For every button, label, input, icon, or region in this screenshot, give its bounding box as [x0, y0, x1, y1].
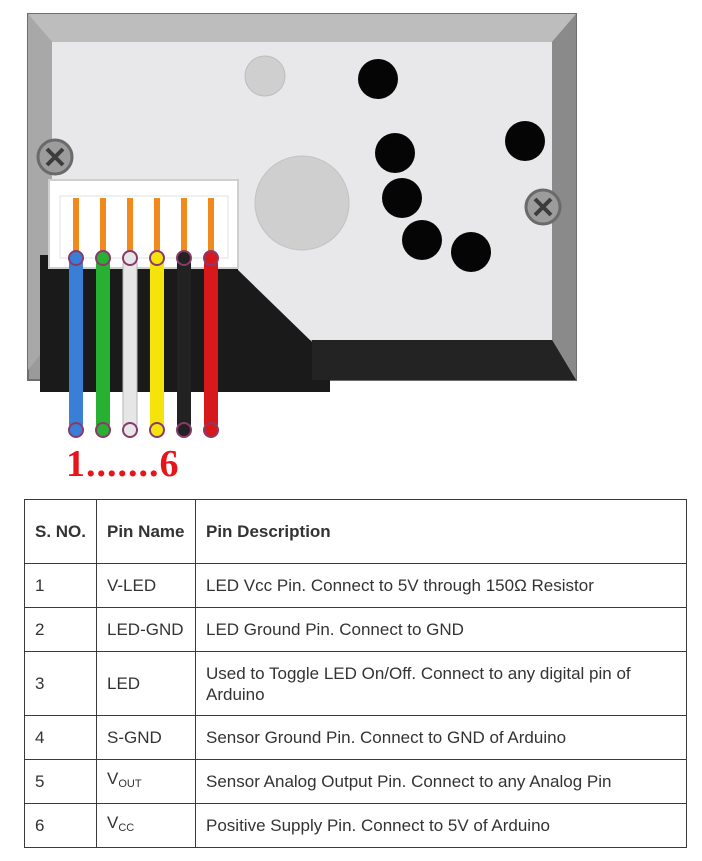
row-pin-description: LED Ground Pin. Connect to GND — [195, 607, 687, 652]
wire-5 — [177, 258, 191, 430]
table-body: 1 V-LED LED Vcc Pin. Connect to 5V through… — [24, 563, 687, 848]
wire-6 — [204, 258, 218, 430]
connector-pin-1 — [73, 198, 79, 254]
row-pin-name: VOUT — [96, 759, 196, 804]
wire-6-bottom-end — [203, 422, 219, 438]
wire-5-bottom-end — [176, 422, 192, 438]
pin-range-first: 1 — [66, 443, 86, 485]
row-pin-description: Sensor Analog Output Pin. Connect to any… — [195, 759, 687, 804]
wire-2-top-end — [95, 250, 111, 266]
small-vent-hole — [244, 55, 286, 97]
pin-range-label: 1.......6 — [66, 442, 180, 486]
pin-name-text: V — [107, 813, 119, 832]
pin-description-table: S. NO. Pin Name Pin Description 1 V-LED LE… — [24, 499, 687, 848]
table-row: 4 S-GND Sensor Ground Pin. Connect to GND … — [24, 715, 687, 760]
row-sno: 3 — [24, 651, 97, 716]
wire-3 — [122, 257, 138, 431]
wire-4-bottom-end — [149, 422, 165, 438]
row-sno: 1 — [24, 563, 97, 608]
table-row: 6 VCC Positive Supply Pin. Connect to 5V o… — [24, 803, 687, 848]
row-pin-name: V-LED — [96, 563, 196, 608]
pin-range-dots: ....... — [86, 443, 160, 485]
wire-1-top-end — [68, 250, 84, 266]
pin-name-text: V — [107, 769, 119, 788]
pin-name-subscript: OUT — [118, 778, 142, 790]
connector-pin-2 — [100, 198, 106, 254]
pin-range-last: 6 — [159, 443, 180, 485]
pin-name-text: V-LED — [107, 576, 157, 595]
row-pin-description: LED Vcc Pin. Connect to 5V through 150Ω … — [195, 563, 687, 608]
pin-name-text: LED-GND — [107, 620, 184, 639]
connector-pin-4 — [154, 198, 160, 254]
connector-pin-5 — [181, 198, 187, 254]
large-sensing-window — [254, 155, 350, 251]
row-sno: 2 — [24, 607, 97, 652]
table-row: 2 LED-GND LED Ground Pin. Connect to GND — [24, 607, 687, 652]
table-row: 3 LED Used to Toggle LED On/Off. Connect t… — [24, 651, 687, 716]
wire-1 — [69, 258, 83, 430]
wire-2-bottom-end — [95, 422, 111, 438]
black-hole-6 — [505, 121, 545, 161]
pin-name-text: LED — [107, 674, 141, 693]
row-pin-name: LED-GND — [96, 607, 196, 652]
wire-1-bottom-end — [68, 422, 84, 438]
left-screw-icon — [36, 138, 74, 176]
wire-4 — [150, 258, 164, 430]
wire-3-bottom-end — [122, 422, 138, 438]
header-pin-name: Pin Name — [96, 499, 196, 564]
row-pin-name: LED — [96, 651, 196, 716]
connector-pin-3 — [127, 198, 133, 254]
black-hole-5 — [451, 232, 491, 272]
black-hole-1 — [358, 59, 398, 99]
row-sno: 6 — [24, 803, 97, 848]
table-row: 1 V-LED LED Vcc Pin. Connect to 5V through… — [24, 563, 687, 608]
table-header-row: S. NO. Pin Name Pin Description — [24, 499, 687, 564]
wire-3-top-end — [122, 250, 138, 266]
pin-name-text: S-GND — [107, 728, 162, 747]
wire-2 — [96, 258, 110, 430]
wire-5-top-end — [176, 250, 192, 266]
wire-group — [68, 198, 219, 438]
row-pin-name: VCC — [96, 803, 196, 848]
row-pin-description: Sensor Ground Pin. Connect to GND of Ard… — [195, 715, 687, 760]
table-row: 5 VOUT Sensor Analog Output Pin. Connect t… — [24, 759, 687, 804]
right-screw-icon — [524, 188, 562, 226]
wire-4-top-end — [149, 250, 165, 266]
row-sno: 4 — [24, 715, 97, 760]
black-hole-4 — [402, 220, 442, 260]
black-hole-3 — [382, 178, 422, 218]
pin-name-subscript: CC — [118, 822, 135, 834]
row-sno: 5 — [24, 759, 97, 804]
row-pin-description: Used to Toggle LED On/Off. Connect to an… — [195, 651, 687, 716]
header-sno: S. NO. — [24, 499, 97, 564]
wire-6-top-end — [203, 250, 219, 266]
black-hole-2 — [375, 133, 415, 173]
header-pin-description: Pin Description — [195, 499, 687, 564]
row-pin-description: Positive Supply Pin. Connect to 5V of Ar… — [195, 803, 687, 848]
row-pin-name: S-GND — [96, 715, 196, 760]
connector-pin-6 — [208, 198, 214, 254]
dust-sensor-illustration — [27, 13, 577, 438]
